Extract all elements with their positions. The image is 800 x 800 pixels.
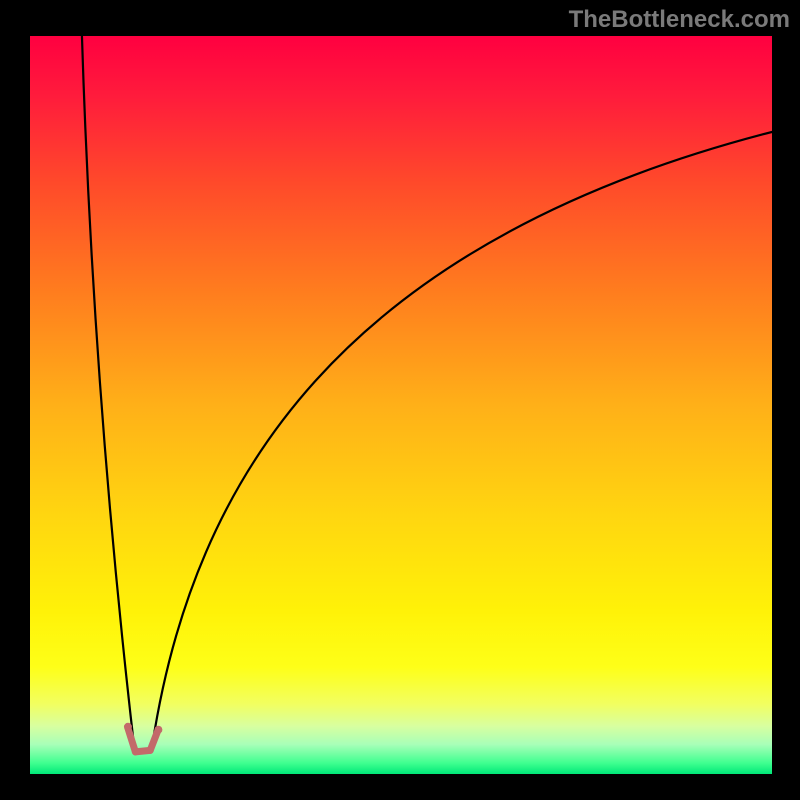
watermark-text: TheBottleneck.com: [569, 6, 790, 34]
bottleneck-chart: [30, 36, 772, 774]
gradient-background: [30, 36, 772, 774]
plot-area: [30, 36, 772, 774]
